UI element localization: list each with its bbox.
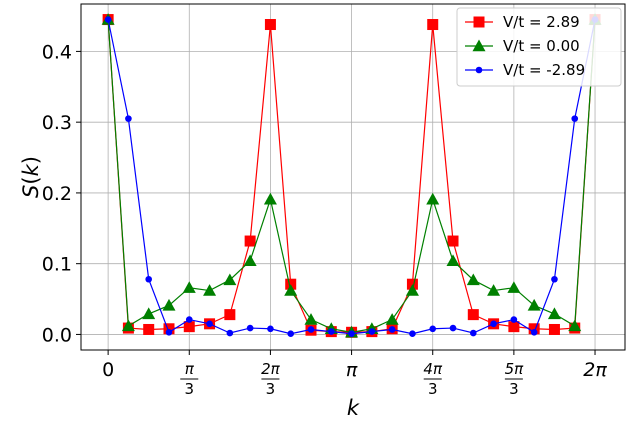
data-point	[426, 192, 440, 205]
data-point	[368, 328, 376, 335]
data-point	[388, 326, 396, 333]
data-point	[203, 284, 217, 296]
data-point	[121, 319, 135, 332]
x-tick-label-denominator: 3	[428, 380, 438, 398]
data-point	[182, 281, 196, 293]
data-point	[551, 275, 558, 283]
data-point	[446, 254, 460, 267]
data-point	[409, 330, 416, 338]
data-point	[469, 329, 477, 337]
x-tick-label: 2π	[583, 359, 607, 381]
legend-marker	[475, 66, 483, 74]
data-point	[263, 192, 277, 205]
data-point	[104, 16, 112, 23]
series-layer	[101, 13, 602, 338]
data-point	[507, 281, 521, 293]
data-point	[467, 309, 479, 321]
data-point	[267, 325, 274, 333]
data-point	[385, 313, 399, 325]
data-point	[548, 323, 560, 335]
data-point	[246, 324, 254, 332]
data-point	[145, 275, 152, 283]
x-tick-label: π	[346, 359, 358, 381]
data-point	[510, 316, 518, 323]
data-point	[527, 298, 541, 311]
legend-box	[456, 7, 622, 87]
y-tick-label: 0.1	[42, 254, 72, 276]
data-point	[243, 254, 257, 267]
y-tick-label: 0.3	[42, 112, 72, 134]
data-point	[284, 284, 298, 296]
data-point	[226, 329, 234, 337]
legend-label: V/t = 0.00	[503, 37, 580, 55]
data-point	[304, 313, 318, 325]
y-tick-label: 0.2	[42, 183, 72, 205]
data-point	[264, 19, 276, 31]
data-point	[427, 19, 439, 31]
data-point	[547, 307, 561, 320]
data-point	[163, 323, 175, 335]
data-point	[185, 316, 193, 323]
y-tick-label: 0.0	[42, 324, 72, 346]
data-point	[206, 320, 213, 328]
legend-entry: V/t = -2.89	[465, 61, 585, 79]
x-tick-label-numerator: π	[185, 360, 195, 378]
data-point	[287, 330, 295, 338]
legend-marker	[472, 39, 486, 52]
legend-entry: V/t = 2.89	[465, 13, 580, 31]
data-point	[327, 328, 335, 335]
data-point	[348, 330, 355, 338]
data-point	[142, 307, 156, 320]
series-3	[104, 16, 599, 338]
data-point	[307, 326, 315, 333]
data-point	[224, 309, 236, 321]
legend-marker	[473, 16, 485, 28]
legend-label: V/t = -2.89	[503, 61, 585, 79]
data-point	[143, 323, 155, 335]
plot-frame	[80, 3, 626, 351]
data-point	[466, 273, 480, 286]
data-point	[244, 235, 256, 247]
x-tick-label: 0	[102, 359, 114, 381]
data-point	[165, 329, 173, 336]
data-point	[568, 319, 582, 332]
x-tick-label-denominator: 3	[184, 380, 194, 398]
y-tick-label: 0.4	[42, 41, 72, 63]
data-point	[487, 284, 501, 296]
axis-ticks: 0 π 3 2π 3 π 4π 3 5π 3 2π 0.0 0.1 0.2 0.3 0.4	[42, 41, 608, 398]
data-point	[405, 284, 419, 296]
data-point	[530, 329, 538, 336]
data-point	[528, 323, 540, 335]
x-axis-label: k	[347, 396, 360, 420]
data-point	[508, 321, 520, 333]
data-point	[449, 324, 457, 332]
data-point	[223, 273, 237, 286]
data-point	[125, 115, 132, 122]
data-point	[429, 325, 437, 333]
x-tick-label-denominator: 3	[266, 380, 276, 398]
data-point	[183, 321, 195, 333]
y-axis-label: S(k)	[19, 156, 43, 198]
data-point	[490, 320, 497, 328]
x-tick-label-denominator: 3	[509, 380, 519, 398]
legend-entry: V/t = 0.00	[465, 37, 580, 55]
x-tick-label-numerator: 2π	[261, 360, 281, 378]
legend-label: V/t = 2.89	[503, 13, 580, 31]
data-point	[571, 115, 579, 122]
x-tick-label-numerator: 4π	[423, 360, 443, 378]
legend: V/t = 2.89 V/t = 0.00 V/t = -2.89	[456, 7, 622, 87]
x-tick-label-numerator: 5π	[505, 360, 525, 378]
y-axis-label-group: S(k)	[19, 156, 43, 198]
data-point	[162, 298, 176, 311]
data-point	[447, 235, 459, 247]
